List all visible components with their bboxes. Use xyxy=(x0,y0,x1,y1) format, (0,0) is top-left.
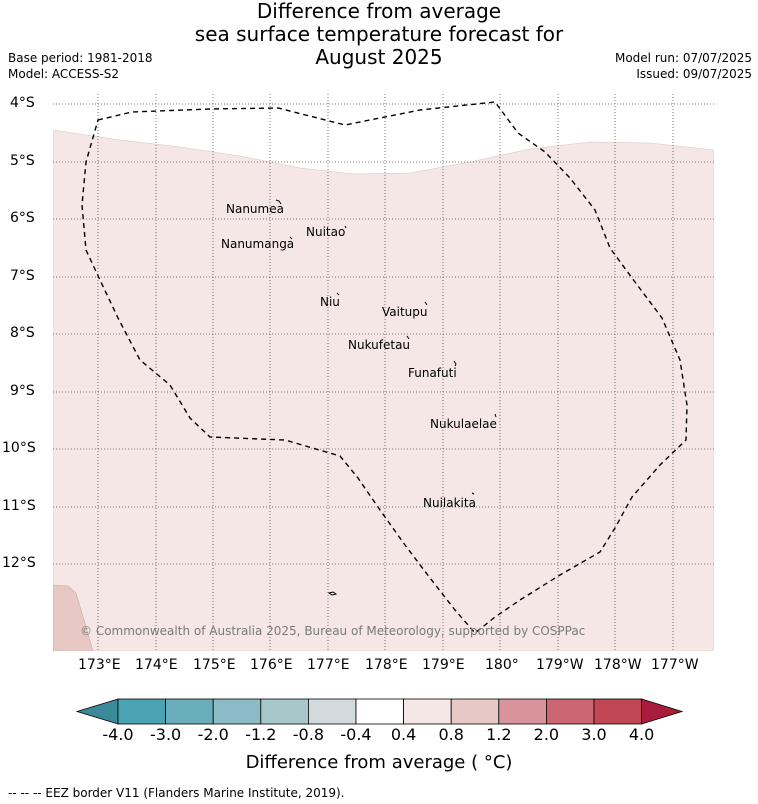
island-funafuti-shape xyxy=(453,360,457,367)
lat-label-9s: 9°S xyxy=(10,383,35,399)
title-line-3: August 2025 xyxy=(315,45,443,69)
colorbar-segment xyxy=(260,698,309,725)
colorbar xyxy=(75,698,684,725)
colorbar-segment xyxy=(593,698,642,725)
lon-label-174e: 174°E xyxy=(135,657,178,673)
island-nuilakita-shape xyxy=(471,492,475,495)
island-vaitupu-shape xyxy=(424,301,428,306)
colorbar-tick-label: -4.0 xyxy=(102,725,134,744)
island-niu-shape xyxy=(336,292,340,296)
lon-label-177e: 177°E xyxy=(307,657,350,673)
eez-border xyxy=(81,101,688,634)
colorbar-segment xyxy=(307,698,357,725)
colorbar-tick-label: 2.0 xyxy=(533,725,560,744)
colorbar-tick-label: -3.0 xyxy=(149,725,182,744)
model-text: Model: ACCESS-S2 xyxy=(8,67,120,81)
lon-label-173e: 173°E xyxy=(78,657,121,673)
base-period-text: Base period: 1981-2018 xyxy=(8,51,153,65)
colorbar-segment xyxy=(212,698,262,725)
colorbar-segment xyxy=(165,698,214,725)
lat-label-8s: 8°S xyxy=(10,325,35,341)
lon-label-178e: 178°E xyxy=(365,657,408,673)
colorbar-title: Difference from average ( °C) xyxy=(245,752,513,773)
colorbar-tick-label: 4.0 xyxy=(628,725,655,744)
lon-label-175e: 175°E xyxy=(193,657,236,673)
colorbar-segment xyxy=(117,698,166,725)
colorbar-segment xyxy=(403,698,452,725)
colorbar-tick-label: -0.8 xyxy=(292,725,324,744)
issued-text: Issued: 09/07/2025 xyxy=(636,67,752,81)
map-gridlines xyxy=(53,94,714,651)
island-unnamed-shape xyxy=(327,591,338,596)
island-label-nuilakita: Nuilakita xyxy=(423,496,476,510)
colorbar-tick-label: -0.4 xyxy=(340,725,372,744)
copyright-notice: © Commonwealth of Australia 2025, Bureau… xyxy=(80,624,586,638)
lon-label-176e: 176°E xyxy=(250,657,293,673)
lon-label-179e: 179°E xyxy=(422,657,465,673)
island-label-niu: Niu xyxy=(320,295,340,309)
colorbar-tick-label: 1.2 xyxy=(486,725,512,744)
island-label-nuitao: Nuitao xyxy=(306,225,346,239)
anomaly-region-medium xyxy=(53,584,94,651)
lat-label-7s: 7°S xyxy=(10,268,35,284)
colorbar-tick-label: 0.4 xyxy=(390,725,417,744)
colorbar-segment xyxy=(498,698,547,725)
island-markers xyxy=(275,199,497,596)
colorbar-segment xyxy=(450,698,500,725)
island-nukufetau-shape xyxy=(406,335,410,340)
lat-label-12s: 12°S xyxy=(2,555,36,571)
lon-label-180: 180° xyxy=(485,657,519,673)
colorbar-tick-label: -1.2 xyxy=(245,725,277,744)
colorbar-extend-high xyxy=(641,698,684,725)
lat-label-10s: 10°S xyxy=(2,440,36,456)
island-nuitao-shape xyxy=(344,225,347,229)
island-nanumea-shape xyxy=(275,199,282,205)
island-label-nukufetau: Nukufetau xyxy=(348,338,411,352)
colorbar-tick-label: 0.8 xyxy=(438,725,464,744)
lat-label-5s: 5°S xyxy=(10,153,35,169)
island-label-nukulaelae: Nukulaelae xyxy=(430,417,497,431)
colorbar-segment xyxy=(546,698,595,725)
eez-border-legend: -- -- -- EEZ border V11 (Flanders Marine… xyxy=(8,786,345,800)
lon-label-177w: 177°W xyxy=(651,657,699,673)
island-label-vaitupu: Vaitupu xyxy=(382,305,428,319)
island-label-nanumanga: Nanumanga xyxy=(221,237,295,251)
model-run-text: Model run: 07/07/2025 xyxy=(614,51,752,65)
lon-label-178w: 178°W xyxy=(594,657,642,673)
island-nanumanga-shape xyxy=(289,236,293,240)
colorbar-segment xyxy=(355,698,404,725)
title-line-1: Difference from average xyxy=(256,0,502,23)
lat-label-11s: 11°S xyxy=(2,498,36,514)
lon-label-179w: 179°W xyxy=(536,657,584,673)
island-label-funafuti: Funafuti xyxy=(408,366,457,380)
island-label-nanumea: Nanumea xyxy=(226,202,284,216)
colorbar-tick-label: -2.0 xyxy=(197,725,229,744)
colorbar-tick-label: 3.0 xyxy=(581,725,607,744)
lat-label-6s: 6°S xyxy=(10,210,35,226)
lat-label-4s: 4°S xyxy=(10,95,35,111)
colorbar-extend-low xyxy=(75,698,119,725)
island-nukulaelae-shape xyxy=(494,413,497,418)
title-line-2: sea surface temperature forecast for xyxy=(194,22,564,46)
